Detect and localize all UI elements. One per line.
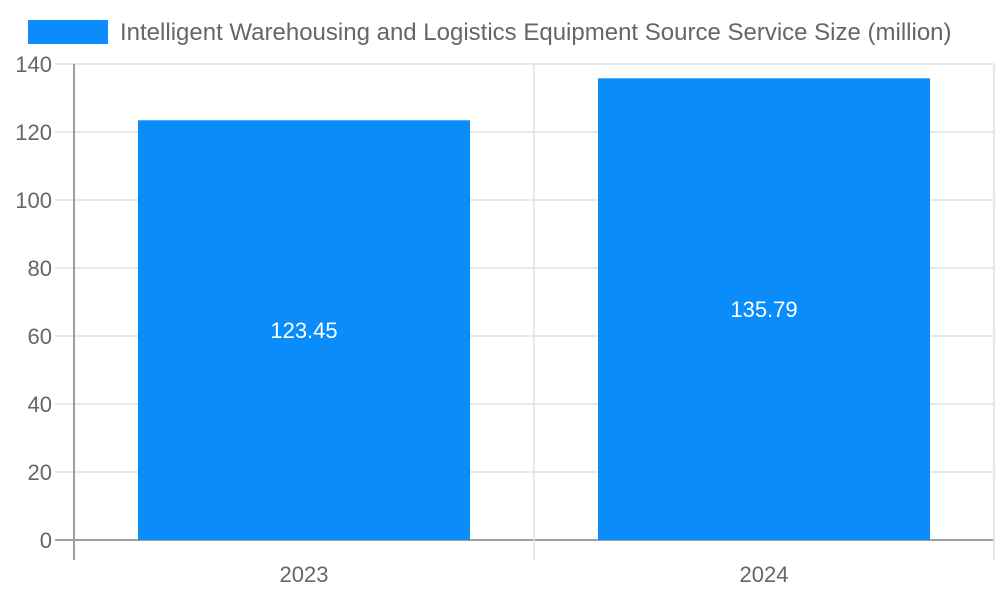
y-tick-label: 140: [15, 52, 52, 77]
y-tick-label: 80: [28, 256, 52, 281]
legend-swatch: [28, 20, 108, 44]
y-tick-label: 100: [15, 188, 52, 213]
y-tick-label: 40: [28, 392, 52, 417]
legend-label: Intelligent Warehousing and Logistics Eq…: [120, 19, 952, 46]
bar-2023: [138, 120, 470, 541]
data-label: 123.45: [270, 318, 337, 343]
y-tick-label: 120: [15, 120, 52, 145]
data-label: 135.79: [730, 297, 797, 322]
y-tick-label: 60: [28, 324, 52, 349]
x-tick-label: 2023: [280, 562, 329, 587]
y-tick-label: 0: [40, 528, 52, 553]
bar-2024: [598, 78, 930, 541]
y-tick-label: 20: [28, 460, 52, 485]
x-tick-label: 2024: [740, 562, 789, 587]
